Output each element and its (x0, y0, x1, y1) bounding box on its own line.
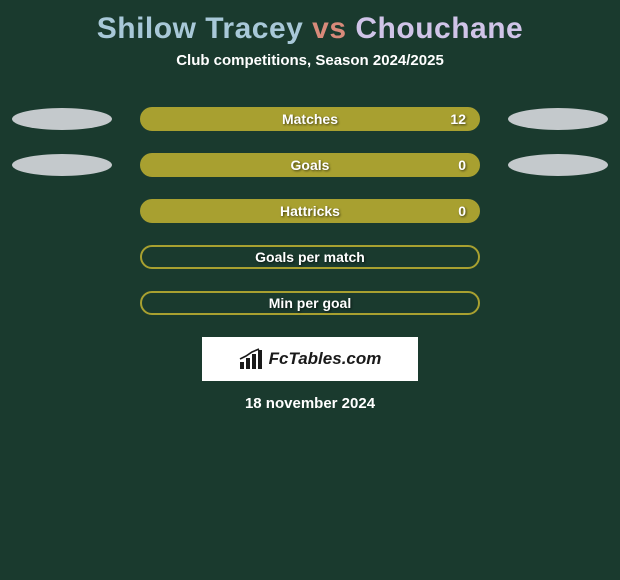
player1-ellipse (12, 108, 112, 130)
stat-value: 12 (450, 111, 466, 127)
player1-name: Shilow Tracey (97, 12, 304, 45)
stat-label: Goals per match (255, 249, 365, 265)
date-text: 18 november 2024 (0, 395, 620, 412)
player2-ellipse (508, 108, 608, 130)
vs-text: vs (312, 12, 346, 45)
logo-text: FcTables.com (269, 349, 382, 369)
stat-value: 0 (458, 157, 466, 173)
bar-chart-icon (239, 348, 265, 370)
stat-label: Hattricks (280, 203, 340, 219)
player2-name: Chouchane (355, 12, 523, 45)
stat-bar: Hattricks 0 (140, 199, 480, 223)
logo-box: FcTables.com (202, 337, 418, 381)
stat-row: Hattricks 0 (0, 199, 620, 223)
stat-label: Goals (291, 157, 330, 173)
stat-value: 0 (458, 203, 466, 219)
stat-bar: Goals 0 (140, 153, 480, 177)
subtitle: Club competitions, Season 2024/2025 (0, 52, 620, 69)
player2-ellipse (508, 154, 608, 176)
stat-bar: Min per goal (140, 291, 480, 315)
stats-container: Matches 12 Goals 0 Hattricks 0 Goals per match… (0, 107, 620, 315)
comparison-title: Shilow Tracey vs Chouchane (0, 0, 620, 52)
logo: FcTables.com (239, 348, 382, 370)
player1-ellipse (12, 154, 112, 176)
stat-row: Goals 0 (0, 153, 620, 177)
stat-bar: Goals per match (140, 245, 480, 269)
stat-row: Matches 12 (0, 107, 620, 131)
stat-label: Min per goal (269, 295, 351, 311)
stat-row: Goals per match (0, 245, 620, 269)
stat-row: Min per goal (0, 291, 620, 315)
stat-bar: Matches 12 (140, 107, 480, 131)
stat-label: Matches (282, 111, 338, 127)
